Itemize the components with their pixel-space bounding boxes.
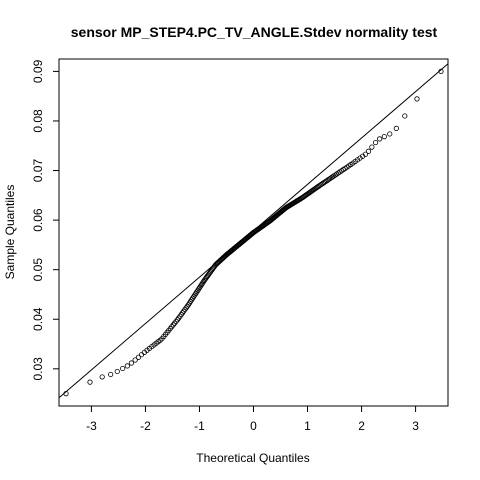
x-tick-label: -1: [194, 419, 205, 433]
data-point: [138, 352, 145, 358]
x-tick-label: 0: [250, 419, 257, 433]
data-point: [99, 374, 105, 380]
data-point: [135, 354, 142, 360]
x-axis: -3 -2 -1 0 1 2 3: [86, 405, 419, 433]
x-tick-label: -2: [140, 419, 151, 433]
data-point: [438, 68, 444, 74]
data-point: [323, 178, 329, 185]
x-tick-label: 1: [304, 419, 311, 433]
x-tick-label: 2: [358, 419, 365, 433]
y-tick-label: 0.09: [31, 59, 45, 83]
chart-title: sensor MP_STEP4.PC_TV_ANGLE.Stdev normal…: [71, 24, 438, 40]
data-points: [63, 68, 444, 397]
data-point: [124, 363, 130, 369]
data-point: [387, 131, 393, 137]
data-point: [369, 144, 375, 150]
data-point: [324, 178, 330, 184]
data-point: [377, 136, 383, 142]
x-axis-label: Theoretical Quantiles: [196, 451, 309, 465]
data-point: [108, 371, 114, 378]
y-axis-label: Sample Quantiles: [3, 185, 17, 280]
y-tick-label: 0.08: [31, 109, 45, 133]
y-tick-label: 0.06: [31, 208, 45, 232]
data-point: [128, 360, 135, 366]
data-point: [402, 113, 408, 119]
y-tick-label: 0.04: [31, 307, 45, 331]
y-tick-label: 0.03: [31, 357, 45, 381]
data-point: [63, 391, 69, 397]
x-tick-label: -3: [86, 419, 97, 433]
y-tick-label: 0.07: [31, 159, 45, 183]
y-axis: 0.03 0.04 0.05 0.06 0.07 0.08 0.09: [31, 59, 60, 381]
data-point: [393, 125, 399, 131]
data-point: [173, 318, 179, 325]
data-point: [414, 96, 420, 102]
y-tick-label: 0.05: [31, 258, 45, 282]
data-point: [120, 365, 126, 372]
x-tick-label: 3: [412, 419, 419, 433]
data-point: [381, 134, 387, 140]
data-point: [372, 139, 379, 146]
data-point: [365, 148, 372, 154]
data-point: [362, 151, 369, 157]
data-point: [114, 368, 120, 375]
data-point: [132, 357, 138, 363]
data-point: [87, 379, 93, 385]
